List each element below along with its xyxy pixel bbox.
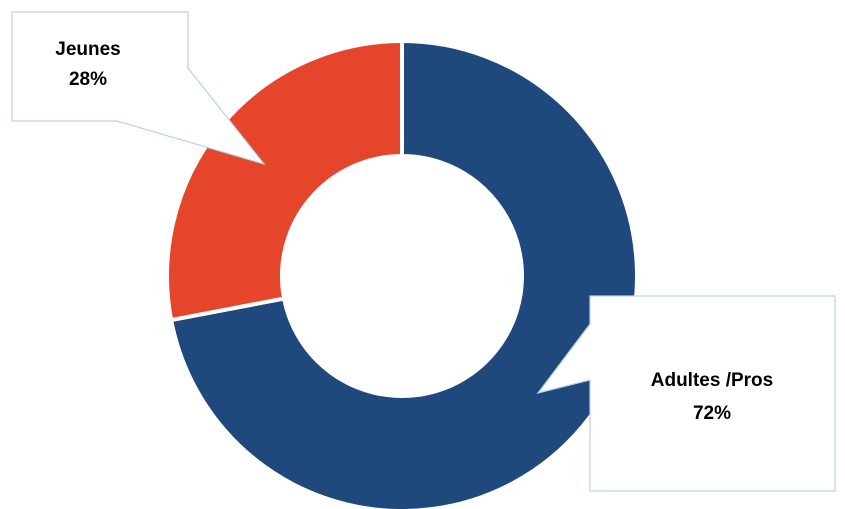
callout-jeunes-box [11, 11, 266, 166]
callout-jeunes: Jeunes 28% [11, 11, 266, 166]
slice-adultes-pros [168, 38, 639, 509]
callout-jeunes-label: Jeunes [55, 39, 120, 60]
callout-adultes-value: 72% [693, 403, 731, 424]
callout-jeunes-value: 28% [69, 69, 107, 90]
callout-adultes: Adultes /Pros 72% [536, 295, 836, 492]
slice-jeunes [165, 38, 404, 323]
donut-slices [165, 38, 639, 509]
callout-adultes-box [536, 295, 836, 492]
callout-adultes-label: Adultes /Pros [651, 370, 773, 391]
